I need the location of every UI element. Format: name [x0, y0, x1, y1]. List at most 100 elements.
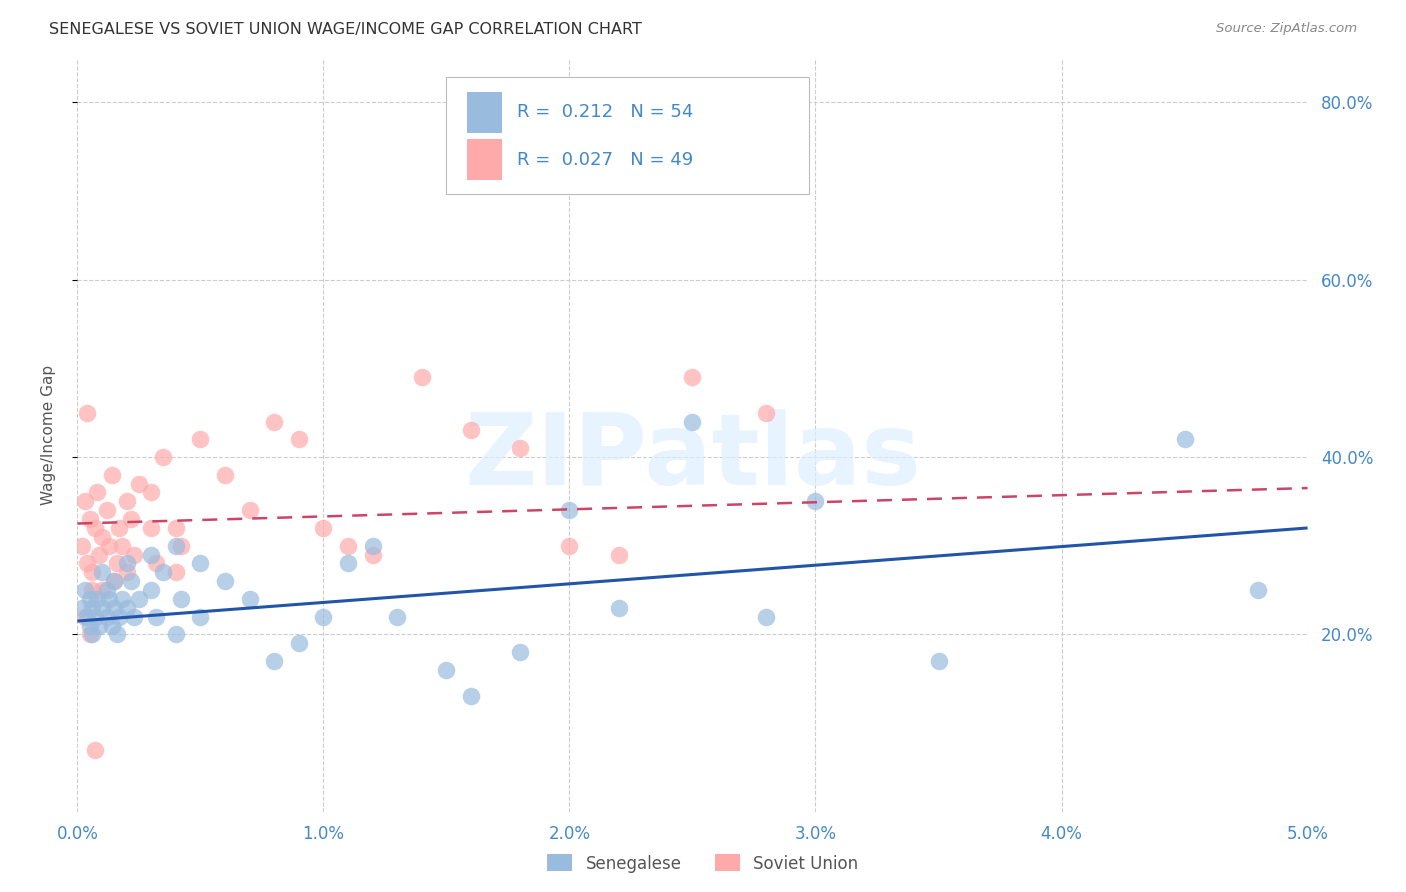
- Point: [70, 539, 93, 553]
- Point: [288, 636, 311, 650]
- Point: [121, 512, 143, 526]
- Point: [509, 645, 531, 659]
- Y-axis label: Wage/Income Gap: Wage/Income Gap: [42, 365, 56, 505]
- Point: [682, 370, 704, 384]
- Point: [145, 609, 167, 624]
- Point: [141, 582, 163, 597]
- Point: [115, 566, 138, 580]
- Point: [122, 609, 145, 624]
- Text: R =  0.212   N = 54: R = 0.212 N = 54: [516, 103, 693, 121]
- Point: [90, 530, 114, 544]
- Point: [337, 557, 360, 571]
- Point: [1174, 432, 1197, 446]
- Point: [73, 609, 96, 624]
- Point: [103, 574, 125, 589]
- Point: [83, 742, 105, 756]
- Text: Source: ZipAtlas.com: Source: ZipAtlas.com: [1216, 22, 1357, 36]
- Point: [70, 600, 93, 615]
- Point: [115, 600, 138, 615]
- Point: [73, 494, 96, 508]
- Point: [86, 591, 108, 606]
- Point: [804, 494, 827, 508]
- Point: [89, 618, 111, 632]
- Point: [115, 557, 138, 571]
- Point: [145, 557, 167, 571]
- Point: [79, 512, 101, 526]
- Point: [239, 591, 262, 606]
- Point: [607, 600, 630, 615]
- Point: [76, 557, 98, 571]
- Point: [111, 591, 132, 606]
- Point: [103, 574, 125, 589]
- Point: [188, 557, 212, 571]
- Point: [82, 600, 104, 615]
- FancyBboxPatch shape: [447, 77, 810, 194]
- Point: [82, 582, 104, 597]
- Point: [73, 582, 96, 597]
- Point: [83, 521, 105, 535]
- Point: [558, 539, 581, 553]
- Point: [141, 521, 163, 535]
- Legend: Senegalese, Soviet Union: Senegalese, Soviet Union: [541, 847, 865, 880]
- Point: [141, 548, 163, 562]
- Point: [82, 566, 104, 580]
- Point: [79, 627, 101, 641]
- Point: [101, 467, 124, 482]
- Point: [558, 503, 581, 517]
- Point: [152, 566, 174, 580]
- Bar: [467, 92, 502, 133]
- Point: [90, 600, 114, 615]
- Point: [89, 548, 111, 562]
- Point: [79, 591, 101, 606]
- Point: [1247, 582, 1270, 597]
- Point: [682, 415, 704, 429]
- Text: SENEGALESE VS SOVIET UNION WAGE/INCOME GAP CORRELATION CHART: SENEGALESE VS SOVIET UNION WAGE/INCOME G…: [49, 22, 643, 37]
- Point: [188, 432, 212, 446]
- Point: [115, 494, 138, 508]
- Point: [312, 609, 335, 624]
- Point: [128, 476, 150, 491]
- Point: [165, 566, 187, 580]
- Point: [385, 609, 409, 624]
- Point: [122, 548, 145, 562]
- Text: ZIPatlas: ZIPatlas: [464, 409, 921, 506]
- Point: [263, 654, 285, 668]
- Point: [79, 618, 101, 632]
- Point: [103, 600, 125, 615]
- Point: [152, 450, 174, 464]
- Point: [460, 690, 482, 704]
- Point: [214, 574, 236, 589]
- Point: [607, 548, 630, 562]
- Point: [188, 609, 212, 624]
- Point: [96, 503, 118, 517]
- Point: [165, 627, 187, 641]
- Point: [105, 557, 128, 571]
- Point: [141, 485, 163, 500]
- Point: [96, 582, 118, 597]
- Point: [90, 582, 114, 597]
- Point: [214, 467, 236, 482]
- Point: [361, 548, 384, 562]
- Point: [288, 432, 311, 446]
- Point: [509, 441, 531, 455]
- Bar: [467, 139, 502, 180]
- Point: [101, 618, 124, 632]
- Point: [108, 609, 131, 624]
- Text: R =  0.027   N = 49: R = 0.027 N = 49: [516, 151, 693, 169]
- Point: [98, 539, 121, 553]
- Point: [83, 609, 105, 624]
- Point: [86, 485, 108, 500]
- Point: [755, 609, 778, 624]
- Point: [98, 591, 121, 606]
- Point: [105, 627, 128, 641]
- Point: [108, 521, 131, 535]
- Point: [755, 406, 778, 420]
- Point: [111, 539, 132, 553]
- Point: [128, 591, 150, 606]
- Point: [82, 627, 104, 641]
- Point: [239, 503, 262, 517]
- Point: [170, 539, 193, 553]
- Point: [337, 539, 360, 553]
- Point: [263, 415, 285, 429]
- Point: [436, 663, 458, 677]
